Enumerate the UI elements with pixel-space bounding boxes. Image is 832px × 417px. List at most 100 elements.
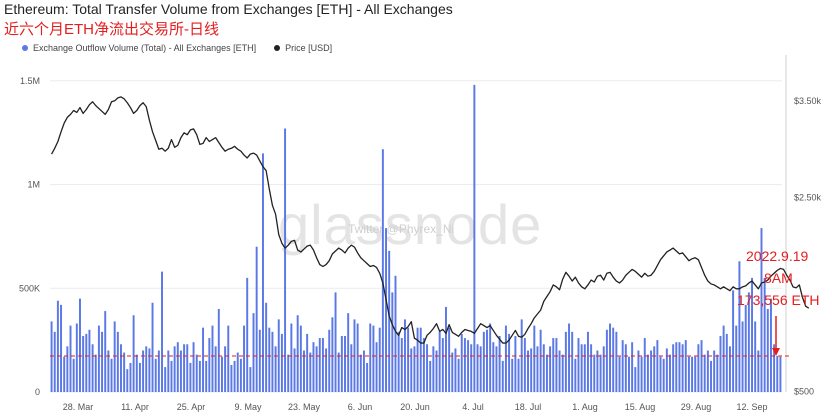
bar: [719, 335, 722, 392]
bar: [258, 329, 261, 392]
bar: [154, 358, 157, 392]
bar: [530, 348, 533, 392]
bar: [722, 325, 725, 392]
bar: [741, 321, 744, 392]
bar: [476, 344, 479, 392]
bar: [148, 348, 151, 392]
bar: [252, 313, 255, 392]
bar: [400, 338, 403, 392]
x-tick: 18. Jul: [515, 402, 542, 412]
bar: [315, 346, 318, 392]
bar: [568, 323, 571, 392]
bar: [432, 346, 435, 392]
bar: [227, 325, 230, 392]
bar: [53, 331, 56, 392]
bar: [334, 292, 337, 392]
bar: [564, 331, 567, 392]
bar: [429, 360, 432, 393]
bar: [489, 323, 492, 392]
bar: [687, 356, 690, 392]
bar: [391, 292, 394, 392]
bar: [397, 331, 400, 392]
bar: [486, 329, 488, 392]
bar: [372, 325, 375, 392]
bar: [463, 338, 466, 392]
bar: [176, 342, 179, 392]
price-line: [51, 96, 810, 344]
bar: [624, 344, 627, 392]
bar: [255, 246, 258, 392]
bar: [277, 319, 280, 393]
bar: [189, 362, 192, 392]
y-left-tick: 0: [35, 387, 40, 397]
bar: [558, 350, 561, 392]
bar: [79, 298, 81, 393]
bar: [170, 360, 173, 393]
bar: [306, 333, 309, 392]
bar: [523, 338, 526, 392]
bar: [650, 350, 653, 392]
x-tick: 28. Mar: [63, 402, 94, 412]
bar: [631, 342, 634, 392]
bar: [605, 329, 608, 392]
bar: [511, 358, 514, 392]
watermark-handle: Twitter @Phyrex_Ni: [348, 222, 455, 236]
bar: [621, 340, 624, 393]
bar: [94, 354, 97, 392]
bar: [691, 356, 694, 392]
x-tick: 15. Aug: [625, 402, 656, 412]
bar: [498, 335, 501, 392]
bar: [479, 346, 482, 392]
bar: [217, 309, 220, 392]
legend-label-price: Price [USD]: [285, 43, 333, 53]
bar: [596, 350, 599, 392]
bar: [747, 292, 750, 392]
bar: [318, 338, 321, 392]
bar: [274, 346, 277, 392]
bar: [60, 304, 63, 392]
bar: [50, 321, 53, 392]
legend-item-price[interactable]: Price [USD]: [274, 43, 332, 53]
bar: [192, 342, 195, 392]
bar: [303, 350, 305, 392]
bar: [501, 360, 504, 393]
bar: [659, 356, 662, 392]
bar: [211, 325, 214, 392]
bar: [580, 344, 583, 392]
bar: [113, 321, 116, 392]
bar: [454, 348, 457, 392]
bar: [754, 321, 757, 392]
bar: [413, 346, 416, 392]
bar: [290, 323, 293, 392]
y-left-tick: 500K: [19, 283, 40, 293]
bar: [640, 356, 643, 392]
bar: [208, 338, 211, 392]
bar: [369, 323, 372, 392]
bar: [135, 354, 138, 392]
x-tick: 25. Apr: [177, 402, 206, 412]
bar: [344, 335, 346, 392]
bar: [703, 354, 706, 392]
legend-item-outflow[interactable]: Exchange Outflow Volume (Total) - All Ex…: [22, 43, 256, 53]
bar: [347, 313, 350, 392]
bar: [590, 344, 593, 392]
x-tick: 4. Jul: [462, 402, 484, 412]
bar: [280, 333, 283, 392]
bar: [186, 344, 189, 392]
bar: [457, 358, 460, 392]
bar: [504, 325, 507, 392]
bar: [779, 356, 782, 392]
bar: [403, 319, 406, 393]
bar: [760, 228, 763, 392]
bar: [697, 344, 700, 392]
bar: [321, 338, 324, 392]
annotation-value: 173,556 ETH: [737, 292, 820, 308]
x-tick: 1. Aug: [572, 402, 598, 412]
bar: [751, 277, 754, 393]
bar: [577, 338, 580, 392]
bar: [448, 327, 451, 392]
bar: [161, 271, 163, 392]
bar: [643, 338, 646, 392]
bar: [599, 354, 602, 392]
bar: [710, 360, 712, 393]
